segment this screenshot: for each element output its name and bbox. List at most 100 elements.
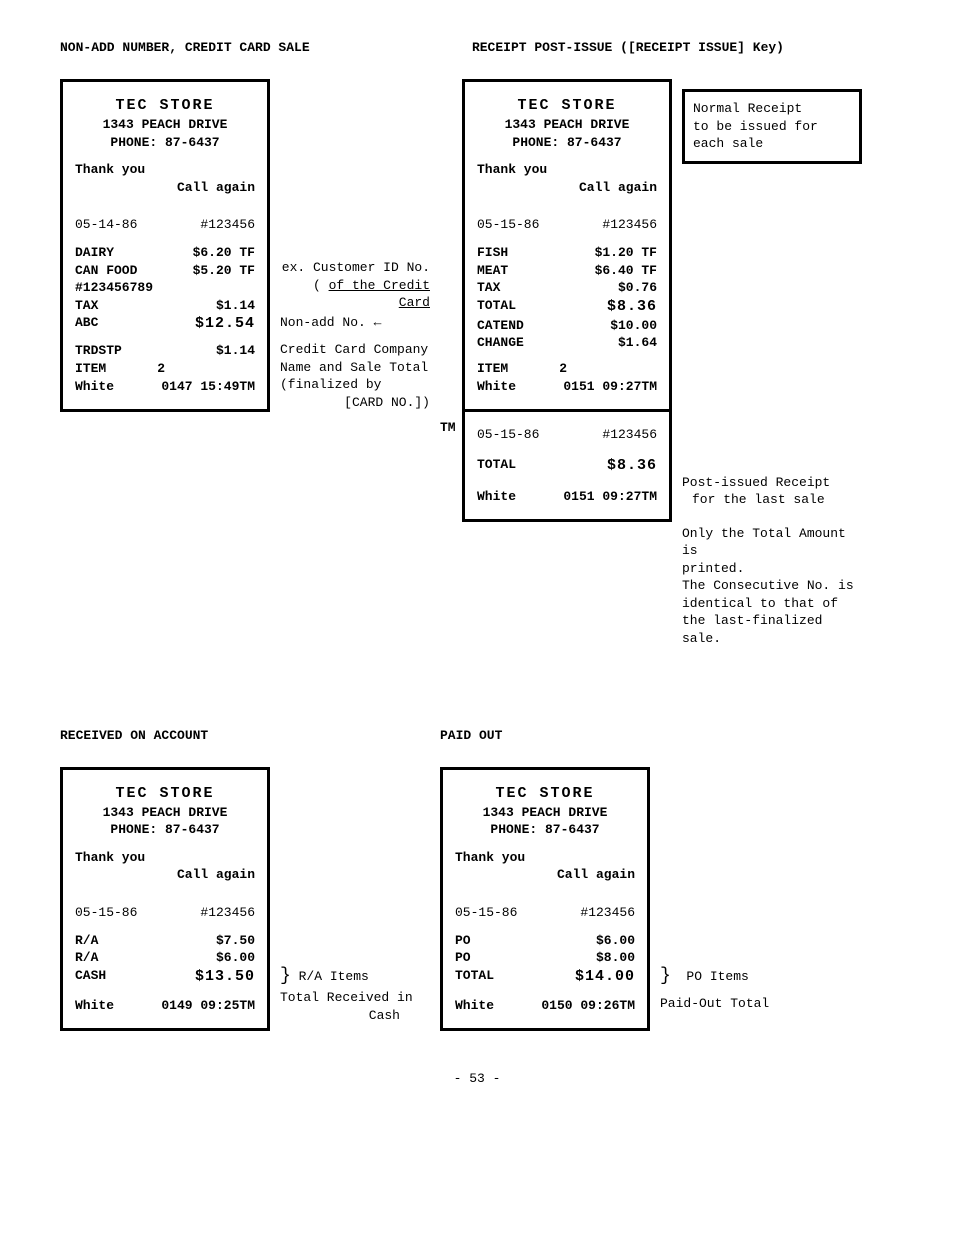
r2-l1a: FISH [477,244,508,262]
r2-l7a: ITEM [477,360,508,378]
r2-l5b: $10.00 [610,317,657,335]
r2-l4b: $8.36 [607,297,657,317]
r3-date: 05-15-86 [75,904,137,922]
a2c: each sale [693,135,851,153]
r2-l7b: 2 [559,360,567,378]
r4-l1b: $6.00 [596,932,635,950]
store-addr3: 1343 PEACH DRIVE [75,804,255,822]
annot-normal-receipt: Normal Receipt to be issued for each sal… [682,89,862,164]
a4a: R/A Items [299,969,369,984]
page-number: - 53 - [60,1071,894,1086]
annot-right-col: Normal Receipt to be issued for each sal… [682,79,862,648]
r1-l3a: #123456789 [75,279,153,297]
r3-l1a: R/A [75,932,98,950]
store-name3: TEC STORE [75,784,255,804]
store-phone2: PHONE: 87-6437 [477,134,657,152]
a1g: [CARD NO.]) [280,394,430,412]
a1b: of the Credit Card [329,278,430,311]
annot-credit-card: ex. Customer ID No. ( of the Credit Card… [280,79,430,411]
section2-title: RECEIPT POST-ISSUE ([RECEIPT ISSUE] Key) [472,40,784,55]
r1-l2b: $5.20 TF [193,262,255,280]
r3-l3b: $13.50 [195,967,255,987]
r2-l3b: $0.76 [618,279,657,297]
section1-title: NON-ADD NUMBER, CREDIT CARD SALE [60,40,310,55]
store-name2: TEC STORE [477,96,657,116]
r3-serial: #123456 [200,904,255,922]
store-name: TEC STORE [75,96,255,116]
a3d: printed. [682,560,862,578]
a5b: Paid-Out Total [660,995,810,1013]
a3g: the last-finalized sale. [682,612,862,647]
r4-date: 05-15-86 [455,904,517,922]
bottom-headers: RECEIVED ON ACCOUNT PAID OUT [60,728,894,753]
store-name4: TEC STORE [455,784,635,804]
r1-serial: #123456 [200,216,255,234]
r1-l6b: $1.14 [216,342,255,360]
greet2: Call again [75,179,255,197]
annot-po: } PO Items Paid-Out Total [660,767,810,1013]
r2-l6b: $1.64 [618,334,657,352]
r1-l8b: 0147 15:49TM [161,378,255,396]
r1-date: 05-14-86 [75,216,137,234]
r4-l2b: $8.00 [596,949,635,967]
r1-l8a: White [75,378,114,396]
store-phone3: PHONE: 87-6437 [75,821,255,839]
a5a: PO Items [686,969,748,984]
r2-l3a: TAX [477,279,500,297]
r2b-l2b: 0151 09:27TM [563,488,657,506]
r2b-l1a: TOTAL [477,456,516,476]
greet2c: Call again [75,866,255,884]
annot-ra: } R/A Items Total Received in Cash [280,767,430,1025]
r4-l4b: 0150 09:26TM [541,997,635,1015]
r1-l1a: DAIRY [75,244,114,262]
a1e: Name and Sale Total [280,359,430,377]
store-phone4: PHONE: 87-6437 [455,821,635,839]
r2b-l2a: White [477,488,516,506]
r2-l8a: White [477,378,516,396]
r1-l7b: 2 [157,360,165,378]
r4-l4a: White [455,997,494,1015]
a3b: for the last sale [692,491,862,509]
bottom-row: TEC STORE 1343 PEACH DRIVE PHONE: 87-643… [60,767,894,1032]
r1-l5a: ABC [75,314,98,334]
a4b: Total Received in [280,989,430,1007]
page: NON-ADD NUMBER, CREDIT CARD SALE RECEIPT… [60,40,894,1086]
store-addr4: 1343 PEACH DRIVE [455,804,635,822]
greet2d: Call again [455,866,635,884]
a1a: ex. Customer ID No. [282,260,430,275]
a3a: Post-issued Receipt [682,474,862,492]
a1f: (finalized by [280,376,430,394]
r4-l2a: PO [455,949,471,967]
store-addr: 1343 PEACH DRIVE [75,116,255,134]
store-addr2: 1343 PEACH DRIVE [477,116,657,134]
top-row: TEC STORE 1343 PEACH DRIVE PHONE: 87-643… [60,79,894,648]
a1c: Non-add No. [280,315,366,330]
r3-l2a: R/A [75,949,98,967]
a3c: Only the Total Amount is [682,525,862,560]
a1d: Credit Card Company [280,341,430,359]
store-phone: PHONE: 87-6437 [75,134,255,152]
r1-l4b: $1.14 [216,297,255,315]
tm-marker: TM [440,79,452,437]
r2-serial: #123456 [602,216,657,234]
r2-date: 05-15-86 [477,216,539,234]
r3-l2b: $6.00 [216,949,255,967]
r4-l3b: $14.00 [575,967,635,987]
r2-l2a: MEAT [477,262,508,280]
r2-l4a: TOTAL [477,297,516,317]
r2-l6a: CHANGE [477,334,524,352]
r3-l3a: CASH [75,967,106,987]
greet1: Thank you [75,161,255,179]
greet1d: Thank you [455,849,635,867]
annot-post-issue: Post-issued Receipt for the last sale On… [682,474,862,648]
receipt-normal: TEC STORE 1343 PEACH DRIVE PHONE: 87-643… [462,79,672,412]
r1-l2a: CAN FOOD [75,262,137,280]
greet1c: Thank you [75,849,255,867]
r2-l2b: $6.40 TF [595,262,657,280]
r4-serial: #123456 [580,904,635,922]
r4-l1a: PO [455,932,471,950]
a3e: The Consecutive No. is [682,577,862,595]
top-headers: NON-ADD NUMBER, CREDIT CARD SALE RECEIPT… [60,40,894,65]
a2a: Normal Receipt [693,100,851,118]
r2-l1b: $1.20 TF [595,244,657,262]
